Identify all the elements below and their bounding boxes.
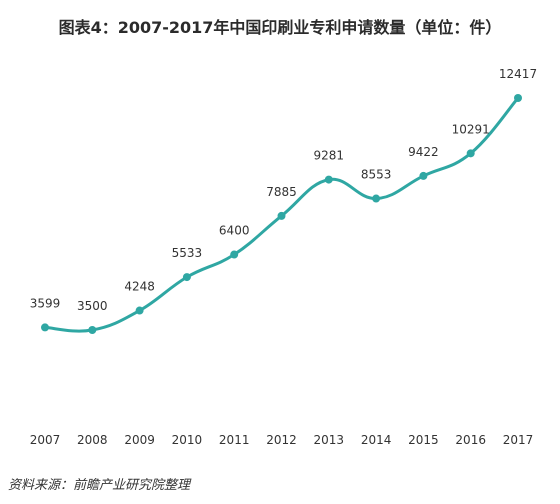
data-point-2009	[135, 306, 144, 315]
x-tick-label-2013: 2013	[314, 433, 345, 447]
data-label-2009: 4248	[124, 280, 155, 294]
x-tick-label-2009: 2009	[124, 433, 155, 447]
data-label-2012: 7885	[266, 185, 297, 199]
x-tick-label-2011: 2011	[219, 433, 250, 447]
x-tick-label-2007: 2007	[30, 433, 61, 447]
data-point-2014	[372, 194, 381, 203]
data-point-2007	[41, 323, 49, 332]
data-labels: 3599 3500 4248 5533 6400 7885 9281 8553 9422 1029…	[30, 67, 537, 313]
source-note: 资料来源：前瞻产业研究院整理	[8, 478, 191, 493]
data-point-2010	[182, 273, 191, 282]
data-point-2015	[419, 171, 428, 180]
data-label-2008: 3500	[77, 299, 108, 313]
data-label-2015: 9422	[408, 145, 439, 159]
x-tick-label-2008: 2008	[77, 433, 108, 447]
data-points	[41, 94, 522, 334]
data-label-2013: 9281	[314, 149, 345, 163]
x-tick-label-2014: 2014	[361, 433, 392, 447]
data-point-2011	[230, 250, 239, 259]
x-tick-label-2015: 2015	[408, 433, 439, 447]
x-axis-labels: 2007 2008 2009 2010 2011 2012 2013 2014 2015 2016…	[30, 433, 534, 447]
data-label-2007: 3599	[30, 296, 61, 310]
x-tick-label-2010: 2010	[172, 433, 203, 447]
chart-title: 图表4：2007-2017年中国印刷业专利申请数量（单位：件）	[58, 18, 502, 37]
x-tick-label-2012: 2012	[266, 433, 297, 447]
data-label-2011: 6400	[219, 224, 250, 238]
data-label-2017: 12417	[499, 67, 537, 81]
data-point-2012	[277, 211, 286, 220]
x-tick-label-2016: 2016	[455, 433, 486, 447]
data-point-2013	[324, 175, 333, 184]
data-point-2017	[514, 94, 522, 102]
data-label-2010: 5533	[172, 246, 203, 260]
x-tick-label-2017: 2017	[503, 433, 534, 447]
data-point-2016	[466, 149, 475, 158]
data-point-2008	[88, 326, 97, 334]
data-label-2016: 10291	[452, 122, 490, 136]
data-label-2014: 8553	[361, 168, 392, 182]
